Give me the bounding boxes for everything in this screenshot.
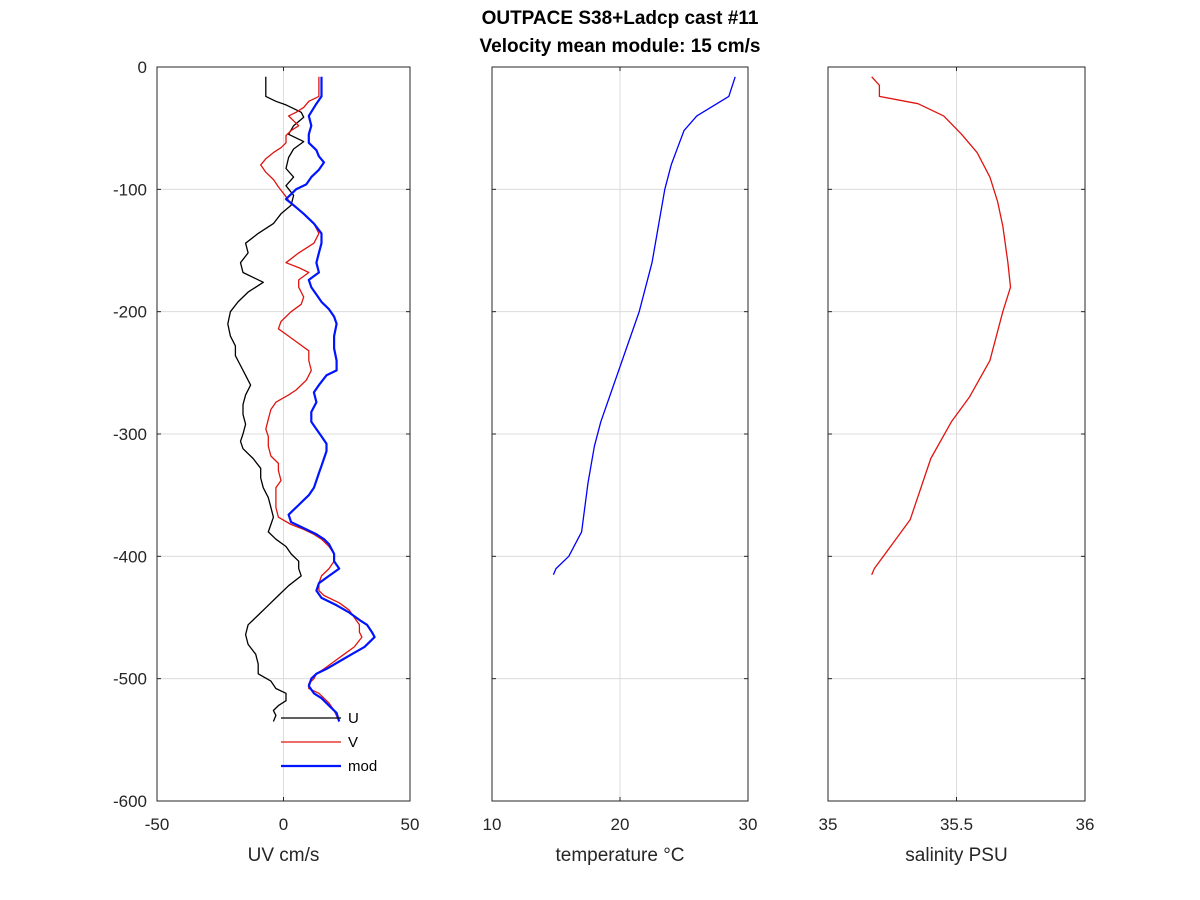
x-axis-label: temperature °C — [555, 845, 684, 866]
chart-title-line1: OUTPACE S38+Ladcp cast #11 — [482, 8, 759, 29]
series-line-mod — [284, 76, 376, 722]
x-tick-label: 50 — [401, 815, 420, 834]
x-tick-label: 10 — [483, 815, 502, 834]
panel-2: 10 20 30 temperature °C — [483, 66, 758, 866]
legend-label-v: V — [348, 734, 358, 751]
axes-frame — [156, 66, 411, 802]
axes-frame — [827, 66, 1086, 802]
x-tick-label: 35 — [819, 815, 838, 834]
series-line-v — [260, 76, 363, 722]
y-tick-label: -200 — [113, 303, 147, 322]
series-line-panel2 — [552, 76, 736, 575]
x-tick-label: 0 — [279, 815, 288, 834]
x-axis-label: salinity PSU — [905, 845, 1007, 866]
series-line-u — [227, 76, 305, 722]
x-axis-label: UV cm/s — [248, 845, 320, 866]
y-tick-label: -100 — [113, 180, 147, 199]
legend-label-u: U — [348, 710, 359, 727]
x-tick-label: 30 — [739, 815, 758, 834]
axes-frame — [491, 66, 749, 802]
panel-3: 35 35.5 36 salinity PSU — [819, 66, 1095, 866]
y-tick-label: -600 — [113, 792, 147, 811]
series-line-panel3 — [871, 76, 1012, 575]
x-tick-label: 20 — [611, 815, 630, 834]
y-tick-label: -300 — [113, 425, 147, 444]
chart-title-line2: Velocity mean module: 15 cm/s — [480, 36, 761, 57]
y-tick-label: -400 — [113, 547, 147, 566]
y-tick-label: 0 — [138, 58, 147, 77]
x-tick-label: 36 — [1076, 815, 1095, 834]
y-tick-label: -500 — [113, 670, 147, 689]
legend-label-mod: mod — [348, 758, 377, 775]
x-tick-label: 35.5 — [940, 815, 973, 834]
x-tick-label: -50 — [145, 815, 170, 834]
